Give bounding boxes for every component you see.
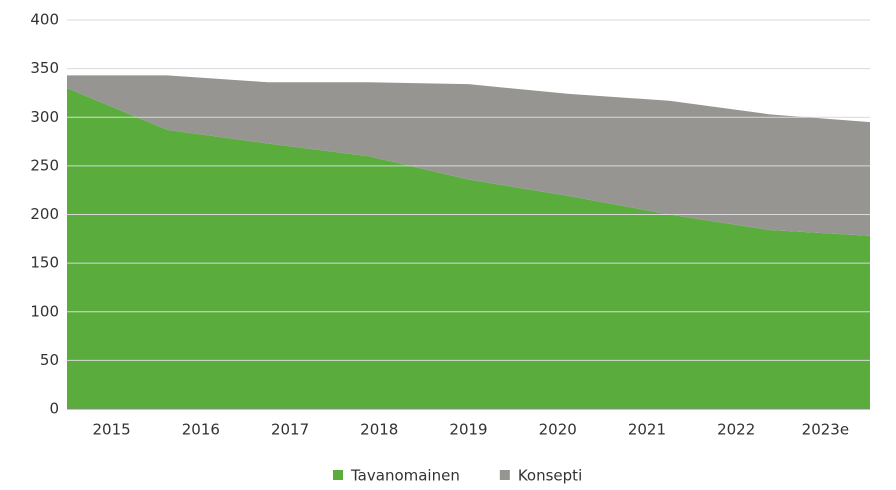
- area: [67, 88, 870, 409]
- x-tick-label: 2020: [539, 421, 577, 439]
- y-tick-label: 50: [40, 351, 59, 369]
- area: [67, 75, 870, 236]
- y-tick-label: 150: [30, 254, 59, 272]
- x-tick-label: 2017: [271, 421, 309, 439]
- x-tick-label: 2018: [360, 421, 398, 439]
- legend-swatch: [333, 470, 343, 480]
- y-tick-label: 250: [30, 156, 59, 174]
- x-tick-label: 2016: [182, 421, 220, 439]
- y-tick-label: 0: [49, 400, 59, 418]
- x-tick-label: 2021: [628, 421, 666, 439]
- y-tick-label: 400: [30, 11, 59, 29]
- x-tick-label: 2015: [93, 421, 131, 439]
- x-tick-label: 2022: [717, 421, 755, 439]
- y-tick-label: 300: [30, 108, 59, 126]
- y-tick-label: 200: [30, 205, 59, 223]
- legend-label: Konsepti: [518, 467, 582, 485]
- y-tick-label: 100: [30, 302, 59, 320]
- legend-swatch: [499, 470, 510, 480]
- x-tick-label: 2019: [449, 421, 487, 439]
- x-tick-label: 2023e: [802, 421, 849, 439]
- legend-label: Tavanomainen: [350, 467, 460, 485]
- y-tick-label: 350: [30, 59, 59, 77]
